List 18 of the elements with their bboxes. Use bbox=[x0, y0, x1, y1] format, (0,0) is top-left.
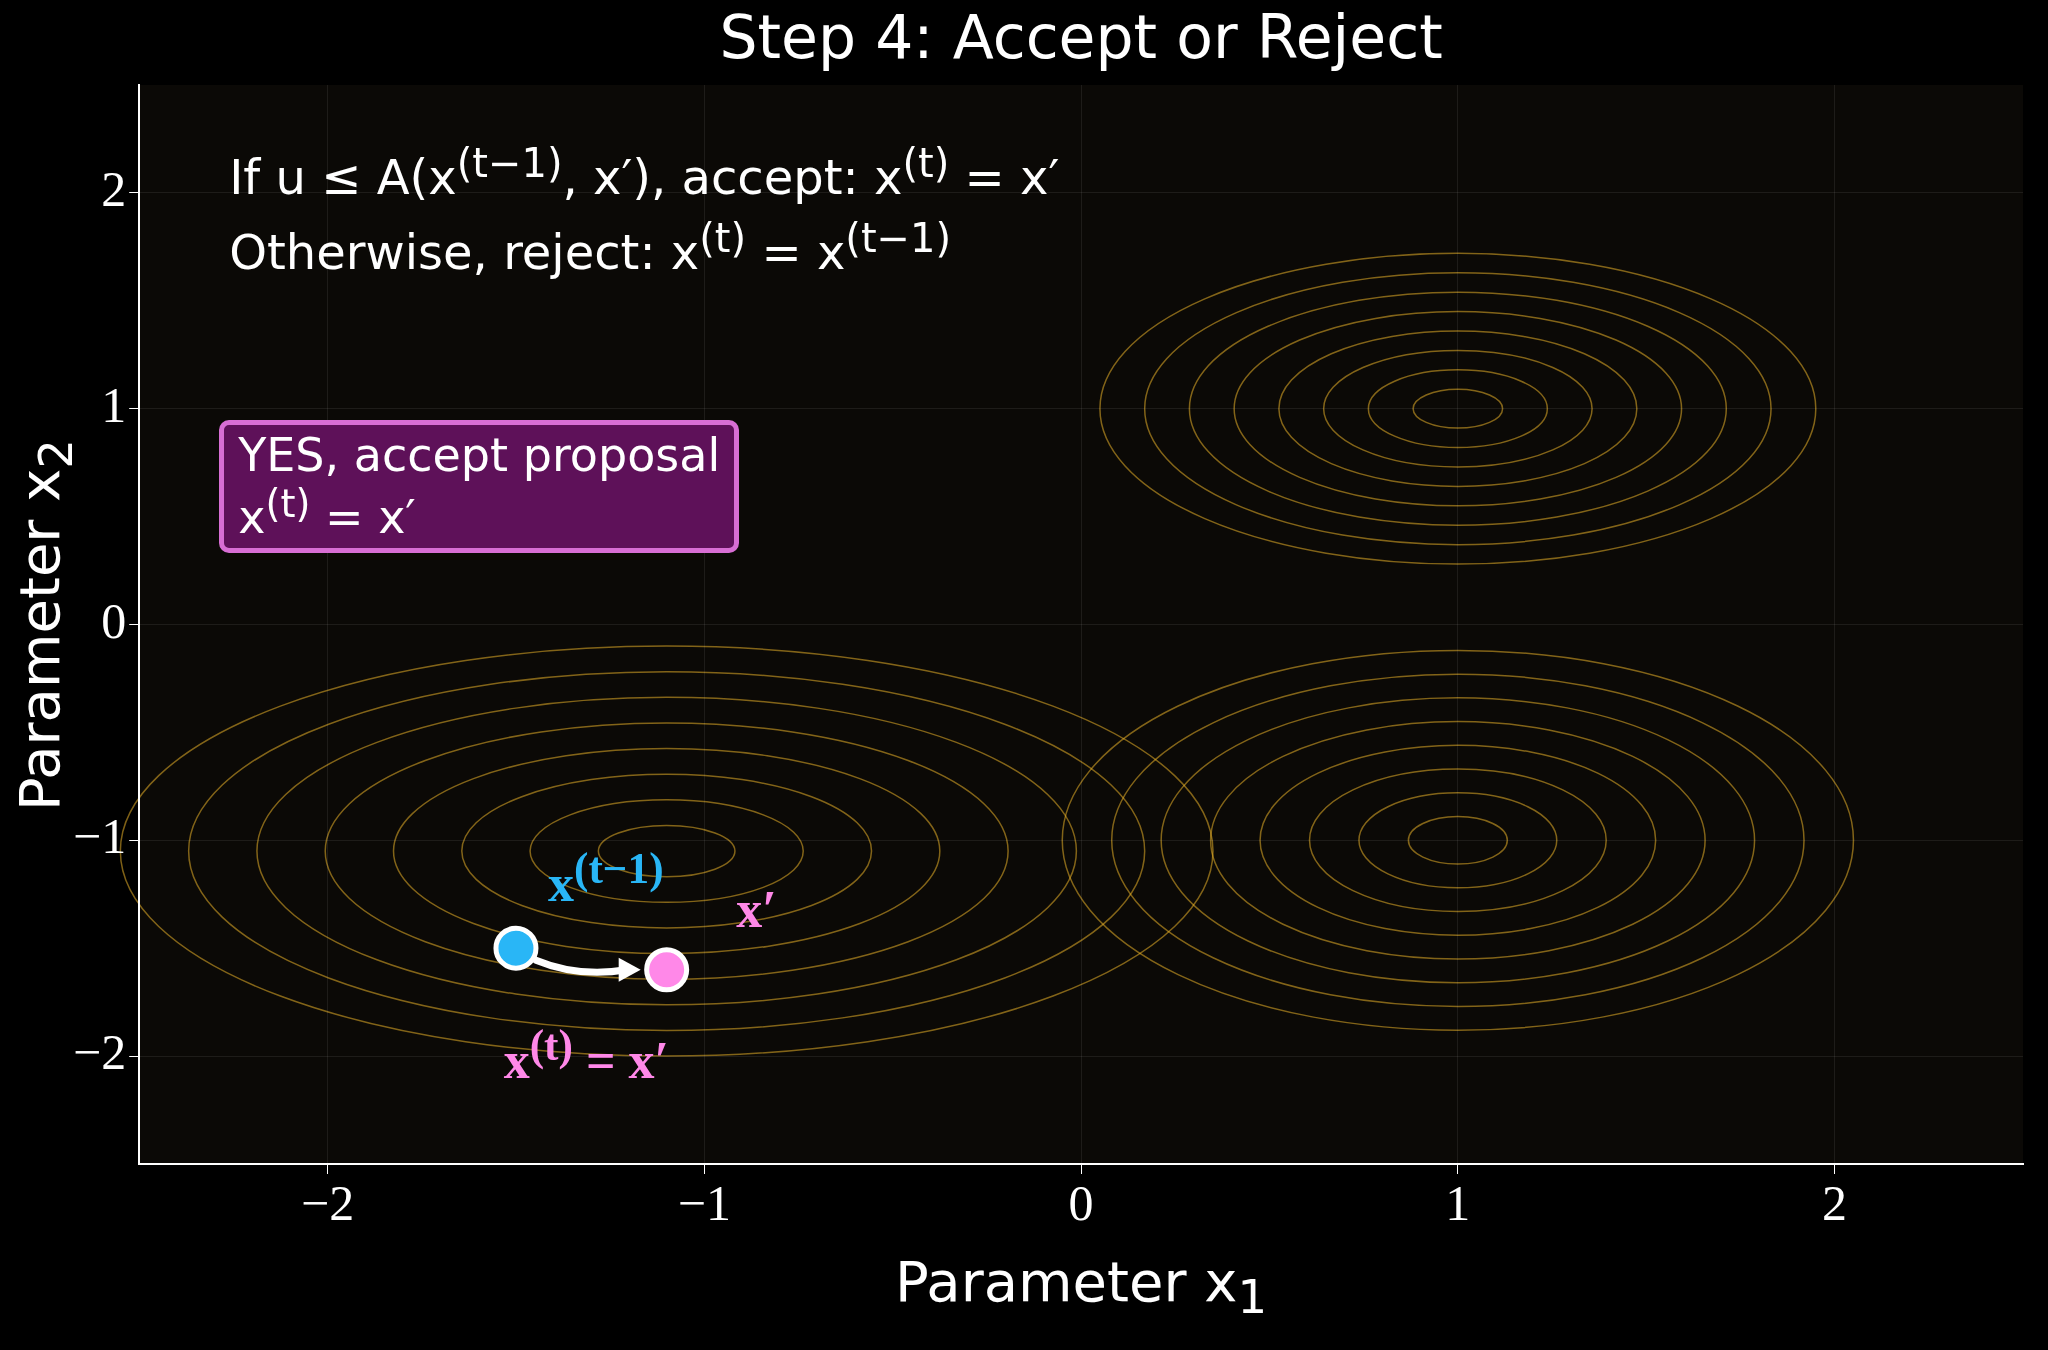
y-tick-label: −1 bbox=[73, 808, 127, 865]
x-tick-label: −1 bbox=[677, 1175, 731, 1232]
annotation: If u ≤ A(x$^{(t−1)}$, x′), accept: x$^{(t)}$ = x′ bbox=[229, 140, 1060, 205]
chart-title: Step 4: Accept or Reject bbox=[719, 2, 1443, 72]
x-tick-label: 0 bbox=[1068, 1175, 1094, 1232]
x-tick-label: 2 bbox=[1822, 1175, 1848, 1232]
x-axis-title: Parameter x$_{1}$ bbox=[895, 1249, 1268, 1325]
y-tick-label: 0 bbox=[101, 592, 127, 649]
x-tick-label: −2 bbox=[300, 1175, 355, 1232]
annotation: x′ bbox=[736, 880, 777, 940]
annotation: Otherwise, reject: x$^{(t)}$ = x$^{(t−1)}$ bbox=[229, 215, 952, 280]
y-tick-label: 2 bbox=[101, 161, 127, 218]
annotation: x$^{(t−1)}$ bbox=[547, 843, 664, 914]
annotation: x$^{(t)}$ = x′ bbox=[503, 1019, 670, 1091]
y-tick-label: 1 bbox=[101, 376, 127, 433]
x-tick-label: 1 bbox=[1445, 1175, 1471, 1232]
annotation: YES, accept proposal x$^{(t)}$ = x′ bbox=[219, 420, 740, 554]
y-tick-label: −2 bbox=[73, 1024, 127, 1081]
